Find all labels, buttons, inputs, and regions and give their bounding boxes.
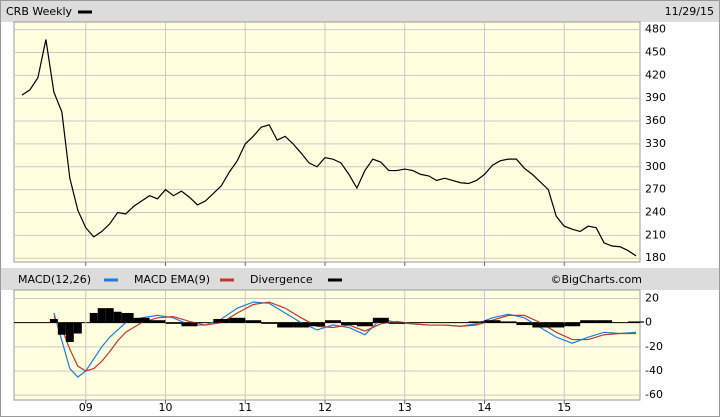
- y-tick-label: -20: [645, 340, 663, 353]
- x-tick-label: 11: [238, 401, 252, 414]
- bar: [57, 322, 66, 335]
- plot-area: [13, 21, 641, 263]
- bar: [388, 322, 405, 324]
- y-tick-label: 330: [645, 137, 666, 150]
- legend-label: MACD(12,26): [18, 273, 91, 286]
- bar: [229, 317, 246, 323]
- bar: [372, 317, 389, 323]
- x-tick-label: 10: [159, 401, 173, 414]
- bar: [628, 321, 644, 323]
- y-tick-label: 20: [645, 291, 659, 304]
- bar: [325, 320, 341, 323]
- bar: [73, 322, 82, 334]
- y-tick-label: 300: [645, 160, 666, 173]
- y-tick-label: 420: [645, 68, 666, 81]
- y-tick-label: 360: [645, 114, 666, 127]
- bar: [277, 322, 294, 328]
- bar: [65, 322, 74, 342]
- y-tick-label: 480: [645, 23, 666, 36]
- bar: [261, 322, 278, 324]
- bar: [309, 322, 326, 327]
- legend-label: MACD EMA(9): [134, 273, 210, 286]
- bar: [580, 320, 597, 323]
- bar: [89, 312, 98, 323]
- y-tick-label: 450: [645, 45, 666, 58]
- x-tick-label: 13: [398, 401, 412, 414]
- legend-label: CRB Weekly: [6, 5, 73, 18]
- x-tick-label: 15: [557, 401, 571, 414]
- bar: [340, 322, 357, 326]
- y-tick-label: 390: [645, 91, 666, 104]
- legend-label: Divergence: [250, 273, 313, 286]
- bar: [97, 308, 106, 323]
- y-tick-label: 180: [645, 251, 666, 264]
- bar: [245, 320, 262, 323]
- bar: [121, 312, 134, 323]
- bar: [596, 320, 613, 323]
- y-tick-label: 270: [645, 183, 666, 196]
- y-tick-label: 0: [645, 316, 652, 329]
- bar: [484, 320, 501, 323]
- credit: ©BigCharts.com: [550, 273, 642, 286]
- x-tick-label: 14: [477, 401, 491, 414]
- bar: [165, 322, 182, 324]
- x-tick-label: 09: [79, 401, 93, 414]
- bar: [213, 319, 230, 323]
- header-bar: [1, 268, 719, 290]
- y-tick-label: 210: [645, 228, 666, 241]
- x-tick-label: 12: [318, 401, 332, 414]
- bar: [113, 311, 122, 323]
- date-label: 11/29/15: [665, 5, 714, 18]
- bar: [133, 317, 150, 323]
- y-tick-label: -40: [645, 364, 663, 377]
- bar: [49, 319, 58, 323]
- bar: [149, 320, 166, 323]
- y-tick-label: -60: [645, 388, 663, 401]
- bar: [548, 322, 565, 328]
- bar: [532, 322, 549, 328]
- bar: [181, 322, 198, 327]
- bar: [105, 308, 114, 323]
- bar: [468, 321, 485, 323]
- bar: [500, 321, 517, 323]
- series-line: [21, 39, 637, 257]
- bar: [516, 322, 533, 326]
- series-line: [53, 301, 637, 372]
- bar: [356, 322, 373, 327]
- y-tick-label: 240: [645, 205, 666, 218]
- bar: [564, 322, 581, 327]
- bar: [293, 322, 310, 328]
- header-bar: [1, 1, 719, 22]
- plot-area: [13, 289, 641, 401]
